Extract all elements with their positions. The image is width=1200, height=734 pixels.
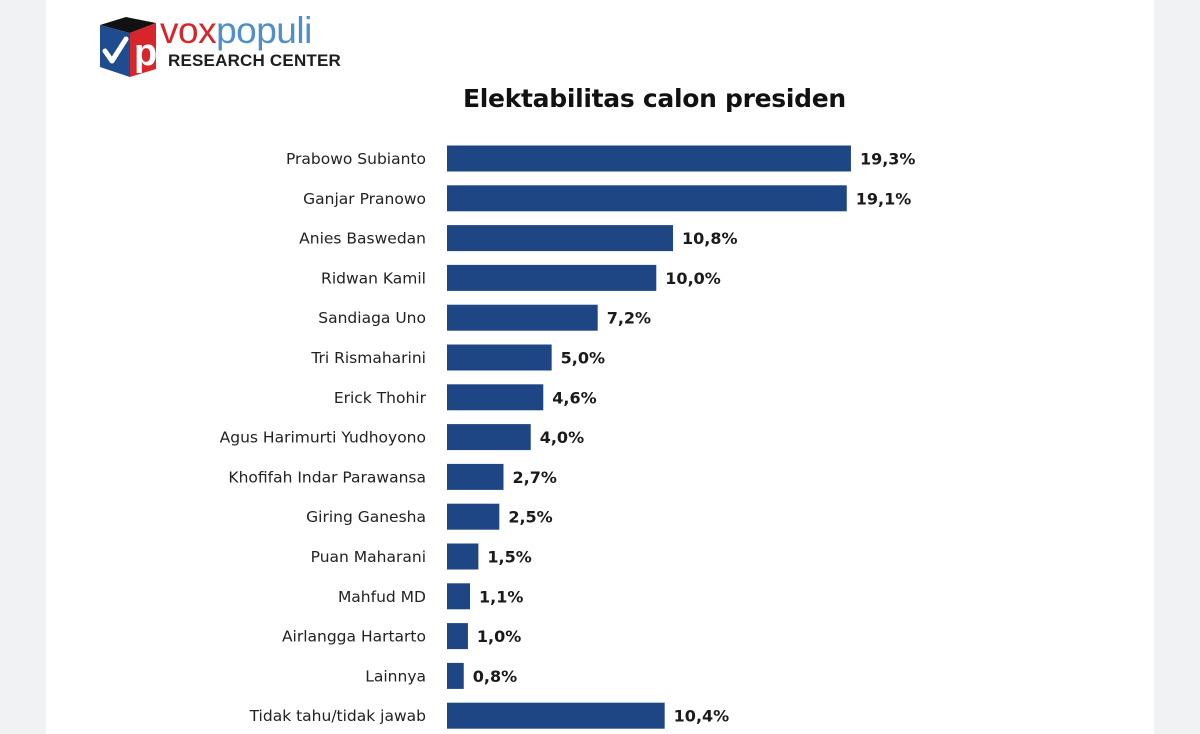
bar [447,662,464,689]
logo-word-populi: populi [216,10,312,51]
category-label: Lainnya [365,667,426,685]
category-label: Erick Thohir [334,389,427,407]
category-label: Anies Baswedan [299,230,426,248]
logo-letter: p [134,32,157,74]
data-label: 1,0% [477,627,521,646]
data-label: 0,8% [473,667,517,686]
data-label: 10,4% [674,707,730,726]
category-label: Giring Ganesha [306,508,426,526]
data-label: 10,0% [665,269,721,288]
category-label: Agus Harimurti Yudhoyono [220,429,426,447]
data-label: 2,7% [513,468,557,487]
category-label: Airlangga Hartarto [282,628,426,646]
category-label: Tri Rismaharini [310,349,426,367]
bar [447,264,657,291]
data-label: 7,2% [607,309,651,328]
bar [447,344,552,371]
voxpopuli-logo: p voxpopuli RESEARCH CENTER [98,10,358,79]
category-label: Sandiaga Uno [318,309,426,327]
category-label: Mahfud MD [338,588,426,606]
data-label: 1,5% [487,548,531,567]
bar [447,702,665,729]
category-label: Prabowo Subianto [286,150,426,168]
data-label: 10,8% [682,229,738,248]
bar [447,304,598,331]
bar [447,145,851,172]
bar [447,463,504,490]
bar [447,384,544,411]
category-label: Ridwan Kamil [321,269,426,287]
bar [447,424,531,451]
data-label: 19,3% [860,150,916,169]
content-panel [46,0,1154,734]
category-label: Ganjar Pranowo [303,190,426,208]
bar [447,503,500,530]
data-label: 4,6% [552,388,596,407]
data-label: 2,5% [508,508,552,527]
logo-wordmark: voxpopuli [160,9,312,53]
bar [447,185,847,212]
data-label: 19,1% [856,189,912,208]
category-label: Puan Maharani [311,548,426,566]
logo-cube-icon: p [100,17,157,77]
data-label: 5,0% [561,349,605,368]
chart-title: Elektabilitas calon presiden [463,84,846,113]
data-label: 4,0% [540,428,584,447]
bar [447,583,471,610]
bar [447,225,674,252]
logo-subtitle: RESEARCH CENTER [168,51,342,70]
data-label: 1,1% [479,587,523,606]
bar [447,623,468,650]
bar [447,543,479,570]
category-label: Tidak tahu/tidak jawab [249,707,426,725]
category-label: Khofifah Indar Parawansa [228,468,426,486]
logo-word-vox: vox [160,10,217,51]
